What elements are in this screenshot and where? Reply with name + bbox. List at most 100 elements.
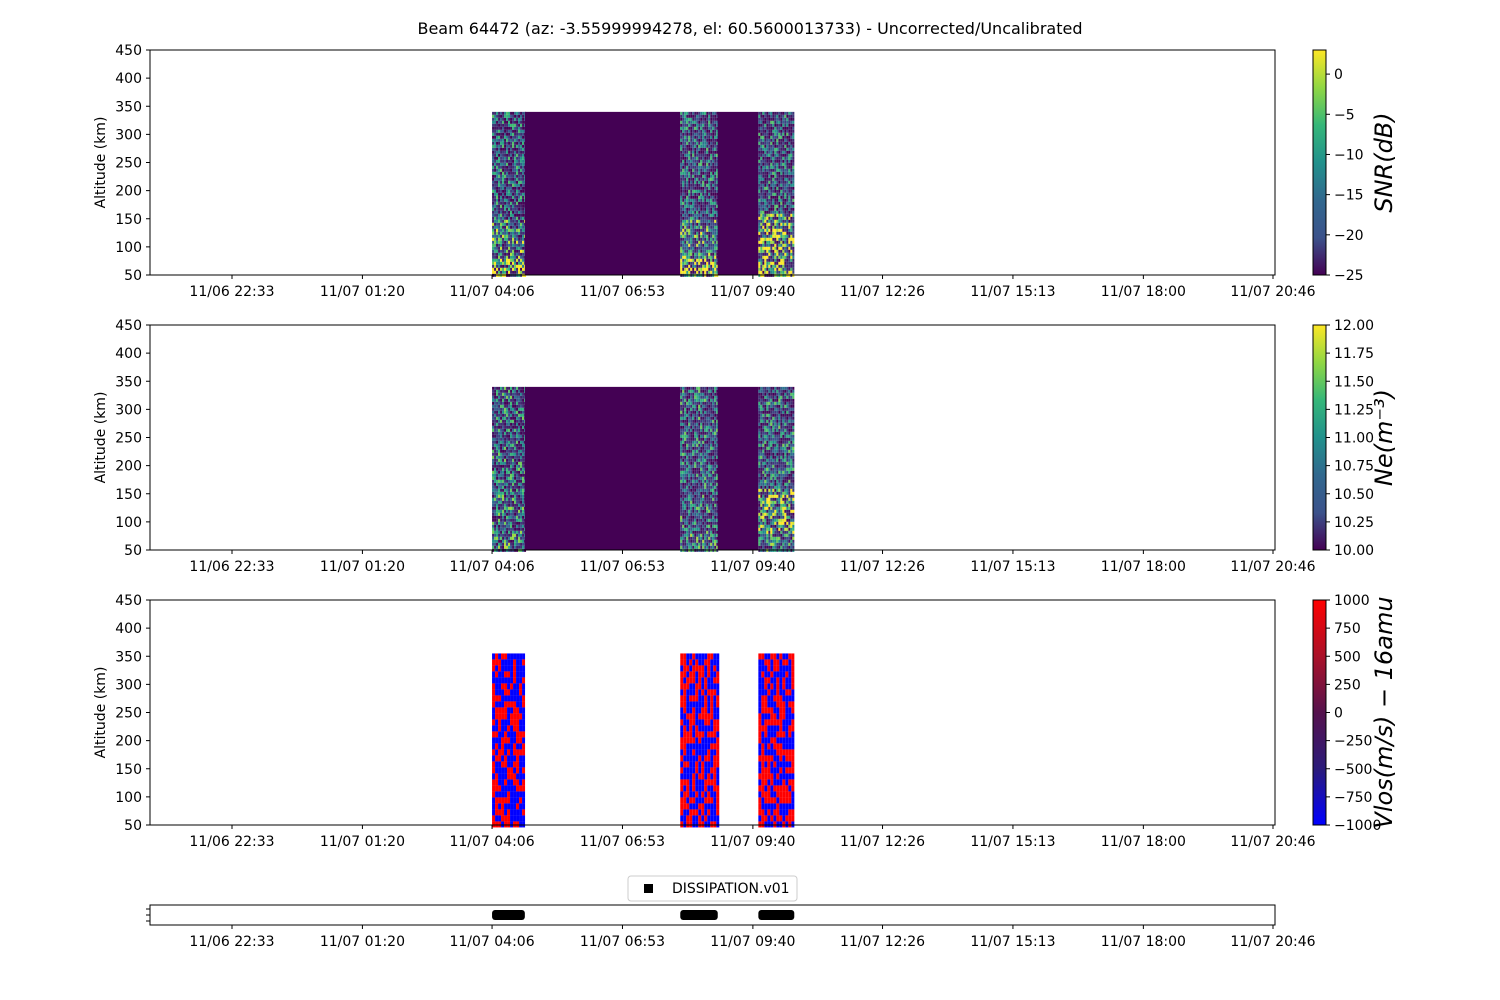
heatmap-cell bbox=[506, 458, 509, 462]
heatmap-cell bbox=[692, 491, 695, 495]
heatmap-cell bbox=[714, 521, 717, 525]
heatmap-cell bbox=[770, 213, 773, 217]
heatmap-cell bbox=[684, 485, 687, 489]
heatmap-cell bbox=[496, 267, 499, 271]
heatmap-cell bbox=[500, 440, 503, 444]
heatmap-cell bbox=[500, 231, 503, 235]
heatmap-cell bbox=[494, 180, 497, 184]
heatmap-cell bbox=[706, 159, 709, 163]
heatmap-cell bbox=[504, 401, 507, 405]
heatmap-cell bbox=[688, 204, 691, 208]
heatmap-cell bbox=[502, 413, 505, 417]
heatmap-cell bbox=[780, 117, 783, 121]
heatmap-cell bbox=[496, 458, 499, 462]
heatmap-cell bbox=[690, 120, 693, 124]
heatmap-cell bbox=[712, 192, 715, 196]
heatmap-cell bbox=[790, 183, 793, 187]
heatmap-cell bbox=[504, 437, 507, 441]
heatmap-cell bbox=[696, 539, 699, 543]
heatmap-cell bbox=[516, 515, 519, 519]
heatmap-cell bbox=[494, 156, 497, 160]
heatmap-cell bbox=[776, 123, 779, 127]
heatmap-cell bbox=[680, 165, 683, 169]
heatmap-cell bbox=[522, 123, 525, 127]
heatmap-cell bbox=[508, 258, 511, 262]
heatmap-cell bbox=[704, 500, 707, 504]
heatmap-cell bbox=[500, 527, 503, 531]
heatmap-cell bbox=[768, 177, 771, 181]
heatmap-cell bbox=[504, 503, 507, 507]
heatmap-cell bbox=[494, 413, 497, 417]
heatmap-cell bbox=[508, 401, 511, 405]
heatmap-cell bbox=[520, 177, 523, 181]
heatmap-cell bbox=[694, 488, 697, 492]
heatmap-cell bbox=[506, 440, 509, 444]
heatmap-cell bbox=[518, 114, 521, 118]
heatmap-cell bbox=[500, 132, 503, 136]
heatmap-cell bbox=[512, 404, 515, 408]
heatmap-cell bbox=[516, 470, 519, 474]
heatmap-cell bbox=[704, 461, 707, 465]
heatmap-cell bbox=[792, 150, 795, 154]
heatmap-cell bbox=[704, 443, 707, 447]
heatmap-cell bbox=[704, 183, 707, 187]
heatmap-cell bbox=[506, 189, 509, 193]
heatmap-cell bbox=[520, 542, 523, 546]
heatmap-cell bbox=[772, 126, 775, 130]
heatmap-cell bbox=[784, 186, 787, 190]
heatmap-cell bbox=[768, 117, 771, 121]
heatmap-cell bbox=[510, 195, 513, 199]
heatmap-cell bbox=[508, 192, 511, 196]
heatmap-cell bbox=[682, 120, 685, 124]
heatmap-cell bbox=[704, 476, 707, 480]
heatmap-cell bbox=[492, 222, 495, 226]
heatmap-cell bbox=[520, 114, 523, 118]
heatmap-cell bbox=[680, 482, 683, 486]
heatmap-cell bbox=[776, 213, 779, 217]
heatmap-cell bbox=[684, 494, 687, 498]
heatmap-cell bbox=[506, 159, 509, 163]
heatmap-cell bbox=[704, 195, 707, 199]
heatmap-cell bbox=[758, 231, 761, 235]
heatmap-cell bbox=[784, 138, 787, 142]
heatmap-cell bbox=[496, 201, 499, 205]
heatmap-cell bbox=[764, 243, 767, 247]
heatmap-cell bbox=[494, 428, 497, 432]
heatmap-cell bbox=[514, 117, 517, 121]
heatmap-cell bbox=[510, 494, 513, 498]
heatmap-cell bbox=[762, 225, 765, 229]
heatmap-cell bbox=[714, 446, 717, 450]
heatmap-cell bbox=[512, 159, 515, 163]
heatmap-cell bbox=[690, 404, 693, 408]
heatmap-cell bbox=[494, 440, 497, 444]
heatmap-cell bbox=[706, 237, 709, 241]
heatmap-cell bbox=[790, 144, 793, 148]
heatmap-cell bbox=[714, 389, 717, 393]
heatmap-cell bbox=[698, 201, 701, 205]
heatmap-cell bbox=[520, 207, 523, 211]
heatmap-cell bbox=[688, 464, 691, 468]
heatmap-cell bbox=[496, 123, 499, 127]
heatmap-cell bbox=[686, 452, 689, 456]
heatmap-cell bbox=[774, 123, 777, 127]
heatmap-cell bbox=[776, 219, 779, 223]
heatmap-cell bbox=[690, 419, 693, 423]
heatmap-cell bbox=[680, 216, 683, 220]
heatmap-cell bbox=[688, 222, 691, 226]
heatmap-cell bbox=[766, 228, 769, 232]
heatmap-cell bbox=[792, 117, 795, 121]
heatmap-cell bbox=[716, 204, 719, 208]
heatmap-cell bbox=[694, 156, 697, 160]
heatmap-cell bbox=[514, 168, 517, 172]
heatmap-cell bbox=[494, 174, 497, 178]
heatmap-cell bbox=[518, 476, 521, 480]
heatmap-cell bbox=[500, 533, 503, 537]
heatmap-cell bbox=[494, 192, 497, 196]
heatmap-cell bbox=[506, 449, 509, 453]
heatmap-cell bbox=[502, 476, 505, 480]
heatmap-cell bbox=[682, 198, 685, 202]
heatmap-cell bbox=[700, 243, 703, 247]
heatmap-cell bbox=[496, 407, 499, 411]
heatmap-cell bbox=[702, 216, 705, 220]
heatmap-cell bbox=[712, 204, 715, 208]
